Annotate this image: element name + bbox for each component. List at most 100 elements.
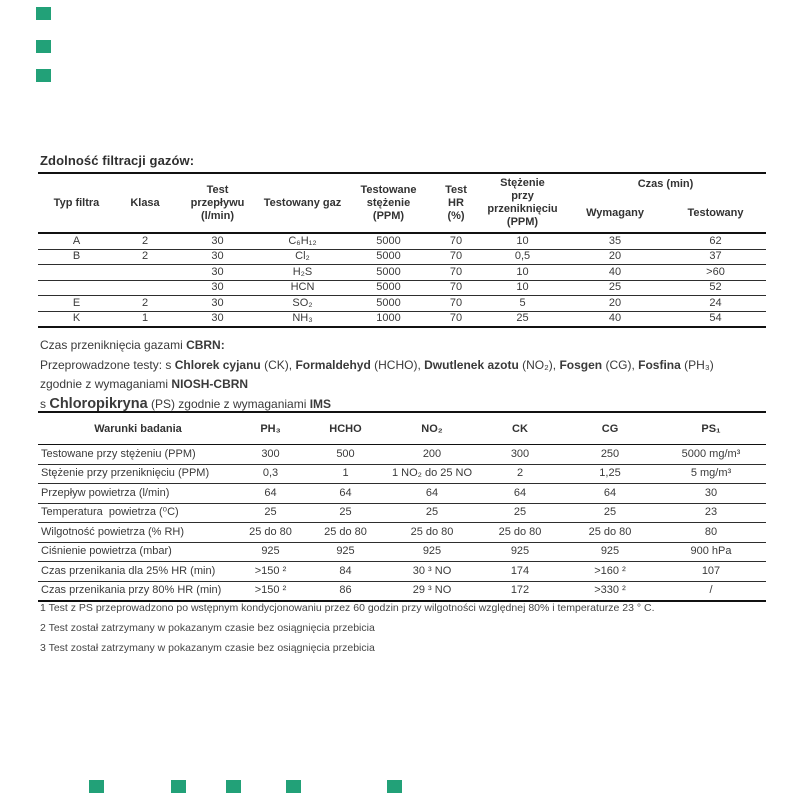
table-row: E 2 30 SO₂ 5000 70 5 20 24 <box>38 295 766 312</box>
table-cell: / <box>656 581 766 602</box>
table-cell <box>38 264 115 281</box>
green-square-icon <box>171 780 186 793</box>
table-row: 30 H₂S 5000 70 10 40 >60 <box>38 264 766 281</box>
table-cell: 30 <box>175 280 260 296</box>
table-cell: >60 <box>665 264 766 281</box>
table-cell: 500 <box>303 444 388 465</box>
table-cell: 24 <box>665 295 766 312</box>
table-cell: 172 <box>476 581 564 602</box>
table-cell: 40 <box>565 264 665 281</box>
cbrn-test-conditions-table: Warunki badania PH₃ HCHO NO₂ CK CG PS₁ T… <box>38 411 766 602</box>
table-cell: 25 do 80 <box>303 522 388 543</box>
table-cell: 30 <box>175 249 260 265</box>
table-cell: 70 <box>432 249 480 265</box>
table-cell: 925 <box>303 542 388 562</box>
table-cell: 64 <box>476 483 564 504</box>
green-square-icon <box>89 780 104 793</box>
table-cell: 107 <box>656 561 766 582</box>
table-cell: Ciśnienie powietrza (mbar) <box>38 542 238 562</box>
table-cell: 925 <box>238 542 303 562</box>
table-body: A 2 30 C₆H₁₂ 5000 70 10 35 62 B 2 30 Cl₂ 5000 70 0,5 20 3… <box>38 233 766 328</box>
table-row: B 2 30 Cl₂ 5000 70 0,5 20 37 <box>38 249 766 265</box>
table-cell: 30 ³ NO <box>388 561 476 582</box>
text-run: IMS <box>309 396 332 411</box>
text-run: Czas przeniknięcia gazami <box>40 338 187 352</box>
table-cell: Przepływ powietrza (l/min) <box>38 483 238 504</box>
table-cell: 25 <box>388 503 476 523</box>
table-cell: 64 <box>238 483 303 504</box>
table-cell: Czas przenikania dla 25% HR (min) <box>38 561 238 582</box>
col-header-testowane-stezenie: Testowane stężenie (PPM) <box>345 173 432 234</box>
table-cell: 25 do 80 <box>476 522 564 543</box>
table-cell: 25 <box>565 280 665 296</box>
table-cell: 925 <box>388 542 476 562</box>
table-cell: 1 <box>303 464 388 484</box>
text-run: Przeprowadzone testy: s <box>40 357 175 372</box>
table-cell: 5000 <box>345 233 432 250</box>
text-run: (CG), <box>602 357 639 372</box>
green-square-icon <box>36 7 51 20</box>
table-cell: Czas przenikania przy 80% HR (min) <box>38 581 238 602</box>
cbrn-line: Czas przeniknięcia gazami CBRN: <box>40 336 764 356</box>
table-cell: Testowane przy stężeniu (PPM) <box>38 444 238 465</box>
table-cell: 52 <box>665 280 766 296</box>
table-cell: K <box>38 311 115 328</box>
table-cell: 20 <box>565 295 665 312</box>
table-cell <box>115 264 175 281</box>
table-cell: 23 <box>656 503 766 523</box>
cbrn-paragraph: Czas przeniknięcia gazami CBRN: Przeprow… <box>40 336 764 414</box>
table-cell: SO₂ <box>260 295 345 312</box>
table-cell: 250 <box>564 444 656 465</box>
table-cell: 70 <box>432 295 480 312</box>
cbrn-line: Przeprowadzone testy: s Chlorek cyjanu (… <box>40 356 764 376</box>
table-cell: 30 <box>175 233 260 250</box>
text-run: s <box>40 396 50 411</box>
table-cell: B <box>38 249 115 265</box>
table-cell: 54 <box>665 311 766 328</box>
table-cell: 64 <box>564 483 656 504</box>
green-square-icon <box>36 40 51 53</box>
table-cell: >150 ² <box>238 561 303 582</box>
table-cell: 25 <box>564 503 656 523</box>
col-header-stezenie-przeniknieciu: Stężenie przy przeniknięciu (PPM) <box>480 173 565 234</box>
text-run: Chloropikryna <box>49 395 148 412</box>
table-body: Testowane przy stężeniu (PPM) 300 500 200 30… <box>38 444 766 602</box>
table-cell: 25 <box>476 503 564 523</box>
table-cell: 925 <box>564 542 656 562</box>
table-cell: 2 <box>115 249 175 265</box>
col-header-ck: CK <box>476 412 564 445</box>
green-square-icon <box>387 780 402 793</box>
col-header-klasa: Klasa <box>115 173 175 234</box>
table-cell: 10 <box>480 233 565 250</box>
table-cell: 30 <box>656 483 766 504</box>
table-cell: 5000 <box>345 264 432 281</box>
table-cell: 10 <box>480 280 565 296</box>
col-header-testowany: Testowany <box>665 194 766 234</box>
table-cell: Cl₂ <box>260 249 345 265</box>
text-run: NIOSH-CBRN <box>171 377 249 391</box>
table-cell: 300 <box>476 444 564 465</box>
table-header-row: Typ filtra Klasa Test przepływu (l/min) … <box>38 173 766 234</box>
text-run: Formaldehyd <box>295 357 371 372</box>
text-run: (PS) zgodnie z wymaganiami <box>147 396 310 411</box>
col-header-cg: CG <box>564 412 656 445</box>
table-cell: 30 <box>175 311 260 328</box>
table-cell: 25 do 80 <box>238 522 303 543</box>
table-subheader-row: Wymagany Testowany <box>38 194 766 234</box>
table-row: Temperatura powietrza (⁰C) 25 25 25 25 25 23 <box>38 503 766 523</box>
table-cell: 40 <box>565 311 665 328</box>
table-cell: 5000 mg/m³ <box>656 444 766 465</box>
footnote-line: 2 Test został zatrzymany w pokazanym cza… <box>40 622 375 634</box>
table-cell: 0,3 <box>238 464 303 484</box>
table-cell: 1000 <box>345 311 432 328</box>
table-cell: HCN <box>260 280 345 296</box>
table-cell: Temperatura powietrza (⁰C) <box>38 503 238 523</box>
text-run: CBRN: <box>186 338 225 352</box>
table-row: Czas przenikania przy 80% HR (min) >150 ²… <box>38 581 766 602</box>
text-run: (CK), <box>260 357 296 372</box>
col-header-ps1: PS₁ <box>656 412 766 445</box>
col-header-wymagany: Wymagany <box>565 194 665 234</box>
table-cell: 5 <box>480 295 565 312</box>
text-run: Fosgen <box>559 357 603 372</box>
